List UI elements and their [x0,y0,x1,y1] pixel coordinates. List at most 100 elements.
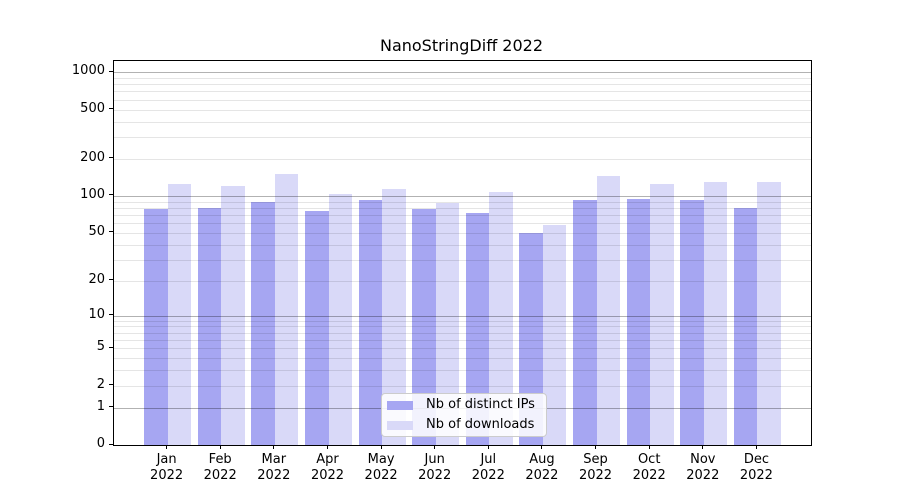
gridline-minor [114,280,811,282]
bar-downloads-may [382,188,406,445]
y-tick-label-200: 200 [80,149,105,165]
bars-layer [114,61,811,445]
gridline-minor [114,201,811,203]
y-tick-label-5: 5 [96,339,105,355]
x-tick-label-oct: Oct 2022 [632,452,666,483]
y-tick-2 [109,384,113,386]
chart-title: NanoStringDiff 2022 [379,36,544,55]
y-tick-0 [109,443,113,445]
bar-downloads-oct [650,184,674,445]
bar-distinct-ips-jun [412,209,436,445]
legend-swatch-distinct-ips [387,400,413,410]
gridline-major [114,195,811,197]
x-tick-sep [595,445,596,449]
gridline-minor [114,385,811,387]
y-tick-1 [109,406,113,408]
legend-swatch-downloads [387,420,413,430]
gridline-minor [114,99,811,101]
x-tick-feb [219,445,221,449]
gridline-minor [114,77,811,79]
gridline-minor [114,121,811,123]
legend-label-downloads: Nb of downloads [426,417,535,432]
x-tick-oct [648,445,650,449]
x-tick-apr [327,445,328,449]
gridline-minor [114,109,811,111]
bar-distinct-ips-mar [251,201,275,445]
y-tick-5 [109,346,113,348]
gridline-major [114,72,811,74]
bar-distinct-ips-feb [197,207,222,445]
gridline-minor [114,358,811,360]
bar-downloads-feb [221,186,245,445]
y-tick-10 [109,314,113,316]
x-tick-label-feb: Feb 2022 [203,452,237,483]
y-tick-label-1000: 1000 [71,63,105,79]
gridline-minor [114,215,811,216]
bar-downloads-nov [703,182,728,445]
y-tick-label-20: 20 [88,271,105,287]
legend-label-distinct-ips: Nb of distinct IPs [426,397,535,412]
bar-downloads-jul [489,192,513,445]
y-tick-100 [109,194,113,196]
bar-downloads-sep [596,176,620,445]
x-tick-label-may: May 2022 [364,452,398,483]
bar-downloads-jun [435,203,460,445]
gridline-minor [114,91,811,93]
bar-distinct-ips-oct [626,198,651,445]
gridline-minor [114,326,811,328]
legend: Nb of distinct IPs Nb of downloads [381,393,547,437]
x-tick-jan [166,445,168,449]
y-tick-label-50: 50 [88,223,105,239]
bar-distinct-ips-apr [305,210,329,445]
gridline-minor [114,232,811,234]
bar-distinct-ips-sep [573,199,597,445]
bar-downloads-aug [542,225,567,445]
bar-downloads-jan [167,184,192,445]
gridline-minor [114,137,811,138]
gridline-major [114,315,811,317]
bar-distinct-ips-aug [519,232,543,445]
y-tick-20 [109,279,113,281]
x-tick-label-apr: Apr 2022 [310,452,345,483]
y-tick-label-500: 500 [80,100,105,116]
bar-distinct-ips-jan [144,209,168,445]
x-tick-mar [273,445,275,449]
y-tick-50 [109,231,113,233]
grid-layer [114,61,811,445]
bar-distinct-ips-jul [465,212,490,445]
legend-item-downloads: Nb of downloads [387,415,546,435]
x-tick-label-jun: Jun 2022 [418,452,452,483]
x-tick-jul [487,445,489,449]
gridline-minor [114,332,811,334]
plot-area: Nb of distinct IPs Nb of downloads [113,60,812,446]
bar-distinct-ips-may [358,200,383,445]
gridline-minor [114,320,811,322]
bar-downloads-dec [757,182,781,445]
gridline-minor [114,259,811,261]
y-tick-label-0: 0 [96,436,105,451]
y-tick-1000 [109,70,113,72]
gridline-minor [114,244,811,246]
y-tick-200 [109,157,113,159]
x-tick-dec [755,445,757,449]
x-tick-jun [434,445,436,449]
x-tick-label-jan: Jan 2022 [150,452,184,483]
x-tick-aug [541,445,543,449]
gridline-minor [114,207,811,209]
bar-distinct-ips-nov [680,199,704,445]
x-tick-label-nov: Nov 2022 [686,452,720,483]
y-tick-label-1: 1 [96,398,105,414]
x-tick-nov [702,445,704,449]
x-tick-label-aug: Aug 2022 [525,452,559,483]
gridline-minor [114,223,811,225]
gridline-minor [114,340,811,341]
gridline-minor [114,370,811,372]
y-tick-label-100: 100 [80,186,105,202]
x-tick-may [380,445,382,449]
y-tick-label-2: 2 [96,376,105,392]
legend-item-distinct-ips: Nb of distinct IPs [387,395,546,415]
x-tick-label-mar: Mar 2022 [257,452,291,483]
y-tick-500 [109,108,113,109]
y-tick-label-10: 10 [88,306,105,322]
